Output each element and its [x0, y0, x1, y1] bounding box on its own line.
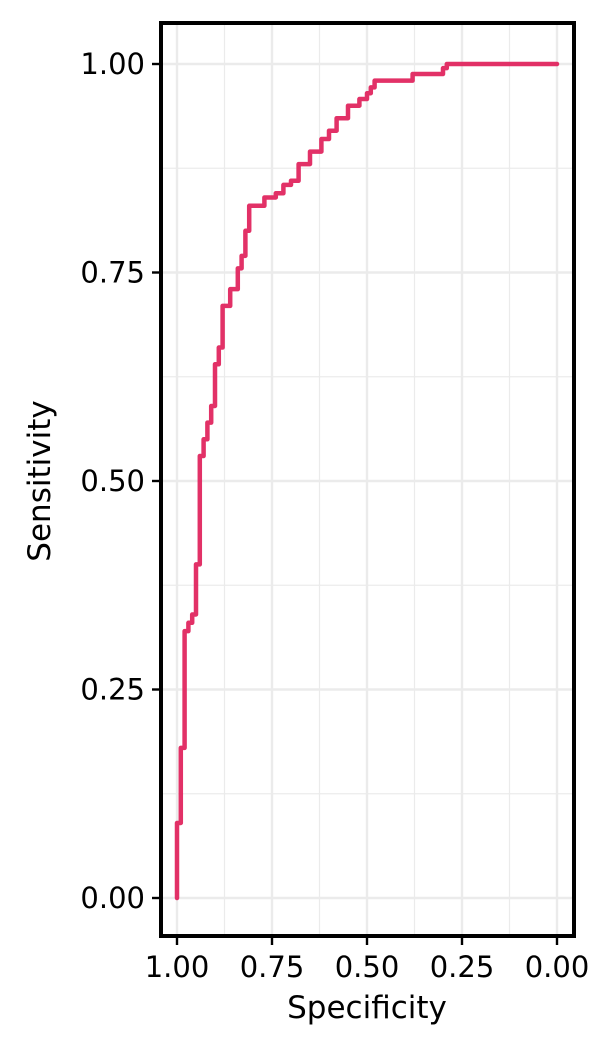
x-tick-label: 0.25	[430, 950, 495, 984]
x-tick-label: 0.00	[525, 950, 590, 984]
y-tick-label: 0.25	[80, 673, 145, 707]
roc-curve-line	[174, 61, 560, 901]
x-axis-ticks: 1.00 0.75 0.50 0.25 0.00	[145, 936, 590, 984]
series-layer	[174, 61, 560, 901]
y-tick-label: 0.00	[80, 881, 145, 915]
y-axis-ticks: 0.00 0.25 0.50 0.75 1.00	[80, 47, 161, 915]
x-tick-label: 1.00	[145, 950, 210, 984]
minor-grid	[163, 25, 572, 934]
y-tick-label: 1.00	[80, 47, 145, 81]
y-tick-label: 0.75	[80, 256, 145, 290]
y-tick-label: 0.50	[80, 464, 145, 498]
x-tick-label: 0.50	[335, 950, 400, 984]
x-axis-title: Specificity	[287, 990, 447, 1026]
y-axis-title: Sensitivity	[22, 400, 58, 561]
x-tick-label: 0.75	[240, 950, 305, 984]
major-grid	[163, 25, 572, 934]
